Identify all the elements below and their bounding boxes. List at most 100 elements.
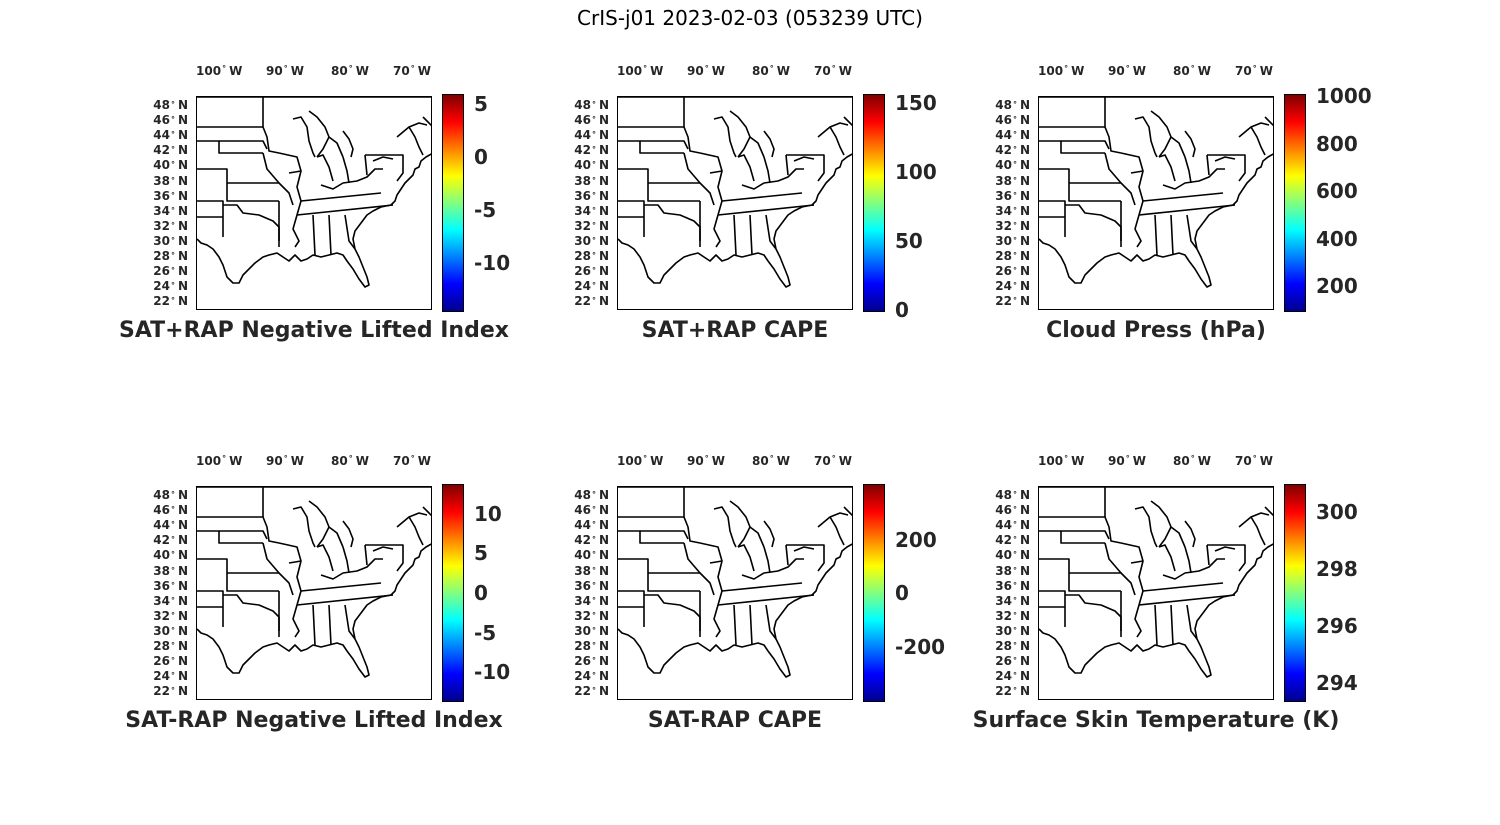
latitude-label: 38° N bbox=[574, 563, 609, 578]
latitude-label: 34° N bbox=[995, 593, 1030, 608]
boundary-line bbox=[223, 594, 280, 631]
boundary-line bbox=[1039, 530, 1105, 544]
boundary-line bbox=[278, 542, 302, 638]
boundary-line bbox=[308, 500, 330, 548]
colorbar bbox=[1284, 484, 1306, 702]
boundary-line bbox=[197, 590, 224, 627]
boundary-line bbox=[1186, 604, 1198, 640]
boundary-line bbox=[1170, 136, 1186, 158]
boundary-line bbox=[1184, 546, 1192, 574]
colorbar bbox=[863, 94, 885, 312]
latitude-label: 30° N bbox=[153, 233, 188, 248]
latitude-label: 28° N bbox=[574, 639, 609, 653]
boundary-line bbox=[1142, 192, 1224, 202]
latitude-label: 36° N bbox=[995, 578, 1030, 593]
boundary-line bbox=[300, 582, 382, 592]
latitude-label: 26° N bbox=[153, 264, 188, 279]
boundary-line bbox=[219, 140, 268, 150]
boundary-line bbox=[648, 572, 715, 596]
boundary-line bbox=[1134, 116, 1158, 158]
latitude-label: 44° N bbox=[574, 518, 609, 533]
boundary-line bbox=[737, 154, 755, 182]
boundary-line bbox=[683, 152, 701, 184]
boundary-line bbox=[1154, 604, 1158, 646]
colorbar bbox=[863, 484, 885, 702]
boundary-line bbox=[618, 487, 852, 678]
map-frame bbox=[196, 96, 432, 310]
boundary-line bbox=[320, 558, 383, 580]
boundary-line bbox=[640, 140, 689, 150]
boundary-line bbox=[1061, 140, 1110, 150]
colorbar bbox=[1284, 94, 1306, 312]
boundary-line bbox=[278, 152, 302, 248]
boundary-line bbox=[749, 604, 753, 646]
boundary-line bbox=[1039, 97, 1273, 288]
boundary-line bbox=[763, 520, 775, 548]
boundary-line bbox=[1207, 154, 1246, 182]
latitude-label: 34° N bbox=[574, 203, 609, 218]
latitude-label: 44° N bbox=[995, 518, 1030, 533]
boundary-line bbox=[1120, 152, 1144, 248]
panel-title: Cloud Press (hPa) bbox=[1046, 318, 1266, 343]
boundary-line bbox=[300, 192, 382, 202]
map-frame bbox=[617, 486, 853, 700]
boundary-line bbox=[262, 152, 280, 184]
boundary-line bbox=[741, 558, 804, 580]
boundary-line bbox=[422, 116, 431, 127]
colorbar-tick-label: 50 bbox=[895, 228, 923, 253]
boundary-line bbox=[372, 156, 394, 162]
latitude-label: 40° N bbox=[995, 158, 1030, 173]
boundary-line bbox=[227, 572, 294, 596]
boundary-line bbox=[1142, 582, 1224, 592]
colorbar-tick-label: 5 bbox=[474, 541, 488, 566]
boundary-line bbox=[1264, 116, 1273, 127]
boundary-line bbox=[197, 487, 431, 678]
boundary-line bbox=[1154, 214, 1158, 256]
latitude-label: 36° N bbox=[153, 578, 188, 593]
latitude-label: 36° N bbox=[995, 188, 1030, 203]
boundary-line bbox=[365, 154, 404, 182]
longitude-label: 70° W bbox=[814, 454, 852, 468]
boundary-line bbox=[292, 506, 316, 548]
latitude-label: 22° N bbox=[995, 294, 1030, 309]
boundary-line bbox=[1069, 572, 1136, 596]
panel-title: SAT+RAP CAPE bbox=[641, 318, 829, 343]
longitude-label: 100° W bbox=[196, 64, 243, 78]
boundary-line bbox=[729, 110, 751, 158]
boundary-line bbox=[342, 546, 350, 574]
longitude-label: 70° W bbox=[1235, 64, 1273, 78]
latitude-label: 46° N bbox=[995, 503, 1030, 518]
latitude-label: 22° N bbox=[574, 684, 609, 699]
state-boundaries bbox=[197, 97, 431, 288]
boundary-line bbox=[763, 546, 771, 574]
state-boundaries bbox=[1039, 487, 1273, 678]
boundary-line bbox=[197, 516, 280, 544]
boundary-line bbox=[618, 516, 701, 544]
boundary-line bbox=[1039, 516, 1122, 544]
latitude-label: 40° N bbox=[574, 548, 609, 563]
latitude-label: 26° N bbox=[153, 654, 188, 669]
latitude-label: 24° N bbox=[153, 669, 188, 684]
latitude-label: 30° N bbox=[153, 623, 188, 638]
boundary-line bbox=[713, 506, 737, 548]
boundary-line bbox=[296, 594, 394, 606]
boundary-line bbox=[1162, 168, 1225, 190]
boundary-line bbox=[197, 530, 263, 544]
boundary-line bbox=[197, 558, 279, 592]
map-frame bbox=[1038, 96, 1274, 310]
boundary-line bbox=[288, 170, 302, 174]
latitude-label: 34° N bbox=[574, 593, 609, 608]
boundary-line bbox=[713, 116, 737, 158]
latitude-label: 36° N bbox=[153, 188, 188, 203]
boundary-line bbox=[644, 204, 701, 241]
boundary-line bbox=[344, 214, 356, 250]
latitude-label: 36° N bbox=[574, 578, 609, 593]
colorbar-tick-label: 400 bbox=[1316, 226, 1358, 251]
boundary-line bbox=[1207, 544, 1246, 572]
latitude-label: 34° N bbox=[153, 593, 188, 608]
latitude-label: 40° N bbox=[995, 548, 1030, 563]
latitude-label: 46° N bbox=[153, 503, 188, 518]
colorbar-tick-label: 298 bbox=[1316, 556, 1358, 581]
longitude-label: 90° W bbox=[687, 454, 725, 468]
latitude-label: 22° N bbox=[574, 294, 609, 309]
